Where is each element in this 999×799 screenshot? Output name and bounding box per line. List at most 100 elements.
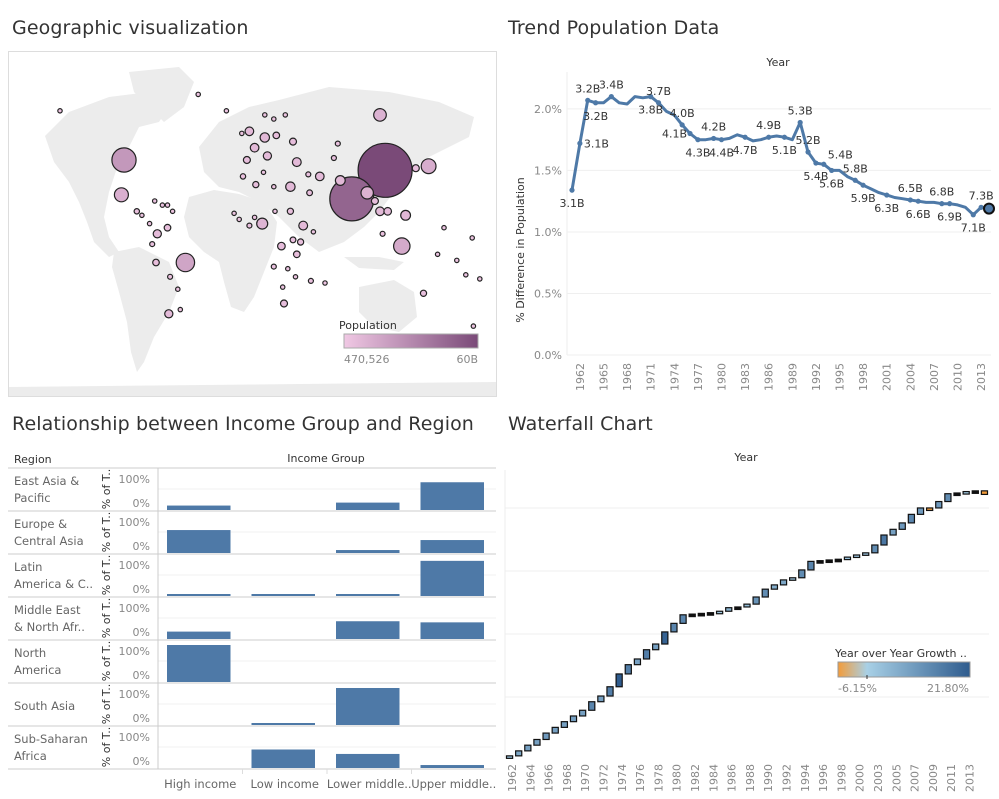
waterfall-bar[interactable] (715, 610, 724, 615)
country-bubble[interactable] (262, 112, 268, 118)
trend-point[interactable] (679, 122, 685, 128)
waterfall-bars[interactable] (505, 490, 989, 759)
income-bar[interactable] (167, 505, 231, 510)
waterfall-bar[interactable] (925, 507, 934, 512)
waterfall-bar[interactable] (624, 664, 632, 675)
trend-point[interactable] (742, 134, 748, 140)
waterfall-bar[interactable] (633, 658, 642, 666)
country-bubble[interactable] (146, 220, 153, 227)
country-bubble[interactable] (164, 309, 174, 319)
waterfall-bar[interactable] (505, 755, 514, 759)
country-bubble[interactable] (400, 209, 412, 221)
trend-point[interactable] (978, 204, 984, 210)
waterfall-bar[interactable] (834, 558, 842, 563)
country-bubble[interactable] (159, 202, 166, 208)
country-bubble[interactable] (334, 140, 341, 147)
country-bubble[interactable] (289, 236, 297, 244)
income-bar[interactable] (420, 482, 485, 510)
waterfall-bar[interactable] (670, 622, 678, 633)
country-bubble[interactable] (469, 235, 476, 241)
country-bubble[interactable] (392, 237, 411, 255)
country-bubble[interactable] (111, 147, 137, 173)
waterfall-bar[interactable] (578, 709, 587, 717)
income-bar[interactable] (336, 594, 400, 596)
country-bubble[interactable] (284, 265, 291, 272)
country-bubble[interactable] (133, 208, 141, 215)
trend-point[interactable] (907, 197, 913, 203)
country-bubble[interactable] (149, 241, 156, 248)
waterfall-bar[interactable] (752, 596, 760, 605)
trend-point[interactable] (577, 140, 583, 146)
trend-point[interactable] (585, 97, 591, 103)
trend-point-selected[interactable] (983, 202, 995, 215)
country-bubble[interactable] (298, 220, 309, 231)
country-bubble[interactable] (251, 214, 258, 221)
income-bar[interactable] (420, 622, 485, 639)
country-bubble[interactable] (151, 198, 158, 204)
waterfall-bar[interactable] (980, 490, 989, 496)
country-bubble[interactable] (434, 251, 441, 258)
country-bubble[interactable] (419, 289, 428, 297)
country-bubble[interactable] (291, 157, 302, 168)
waterfall-bar[interactable] (871, 544, 879, 554)
country-bubble[interactable] (360, 186, 374, 200)
trend-point[interactable] (805, 149, 811, 155)
map-canvas[interactable]: Population 470,526 60B (9, 52, 496, 396)
country-bubble[interactable] (441, 224, 447, 231)
waterfall-bar[interactable] (907, 513, 916, 524)
waterfall-bar[interactable] (706, 612, 715, 616)
waterfall-bar[interactable] (569, 715, 578, 723)
waterfall-bar[interactable] (962, 490, 970, 495)
waterfall-bar[interactable] (971, 490, 979, 494)
country-bubble[interactable] (296, 238, 305, 246)
country-bubble[interactable] (239, 130, 245, 137)
country-bubble[interactable] (279, 284, 286, 290)
country-bubble[interactable] (175, 286, 181, 293)
income-bar[interactable] (251, 723, 316, 725)
waterfall-bar[interactable] (679, 614, 687, 624)
geo-map[interactable]: Population 470,526 60B (8, 51, 497, 397)
country-bubble[interactable] (252, 180, 260, 189)
country-bubble[interactable] (259, 132, 271, 143)
country-bubble[interactable] (270, 116, 277, 122)
country-bubble[interactable] (286, 207, 295, 215)
country-bubble[interactable] (164, 202, 171, 208)
country-bubble[interactable] (292, 250, 301, 259)
waterfall-bar[interactable] (880, 534, 888, 546)
income-bar[interactable] (167, 631, 231, 639)
waterfall-bar[interactable] (560, 721, 569, 728)
trend-point[interactable] (939, 201, 945, 207)
waterfall-bar[interactable] (551, 726, 559, 734)
country-bubble[interactable] (306, 189, 314, 197)
country-bubble[interactable] (256, 217, 269, 230)
income-bar[interactable] (420, 560, 485, 596)
income-bar[interactable] (420, 540, 485, 553)
country-bubble[interactable] (373, 108, 387, 122)
country-bubble[interactable] (453, 257, 460, 264)
trend-point[interactable] (829, 167, 835, 174)
income-bar[interactable] (251, 749, 316, 769)
waterfall-bar[interactable] (652, 643, 660, 651)
waterfall-bar[interactable] (935, 500, 943, 509)
country-bubble[interactable] (242, 155, 251, 165)
income-bar[interactable] (336, 621, 400, 639)
country-bubble[interactable] (244, 126, 255, 137)
country-bubble[interactable] (152, 229, 162, 239)
income-bar[interactable] (336, 550, 400, 553)
country-bubble[interactable] (292, 274, 299, 280)
trend-chart[interactable]: Year % Difference in Population 0.0% 0.5%… (505, 45, 999, 400)
trend-point[interactable] (711, 135, 717, 142)
country-bubble[interactable] (375, 206, 385, 217)
country-bubble[interactable] (262, 151, 273, 161)
population-bubbles[interactable] (57, 91, 483, 329)
waterfall-chart[interactable]: Year 1962 1964 1966 1968 1970 1972 1974 1976 197… (500, 440, 999, 799)
waterfall-bar[interactable] (588, 701, 596, 711)
waterfall-bar[interactable] (843, 556, 852, 561)
trend-point[interactable] (569, 187, 575, 193)
waterfall-bar[interactable] (515, 750, 523, 757)
country-bubble[interactable] (379, 230, 386, 237)
income-bar[interactable] (167, 530, 231, 553)
waterfall-bar[interactable] (688, 613, 696, 618)
trend-point[interactable] (655, 100, 662, 106)
waterfall-bar[interactable] (661, 631, 669, 645)
